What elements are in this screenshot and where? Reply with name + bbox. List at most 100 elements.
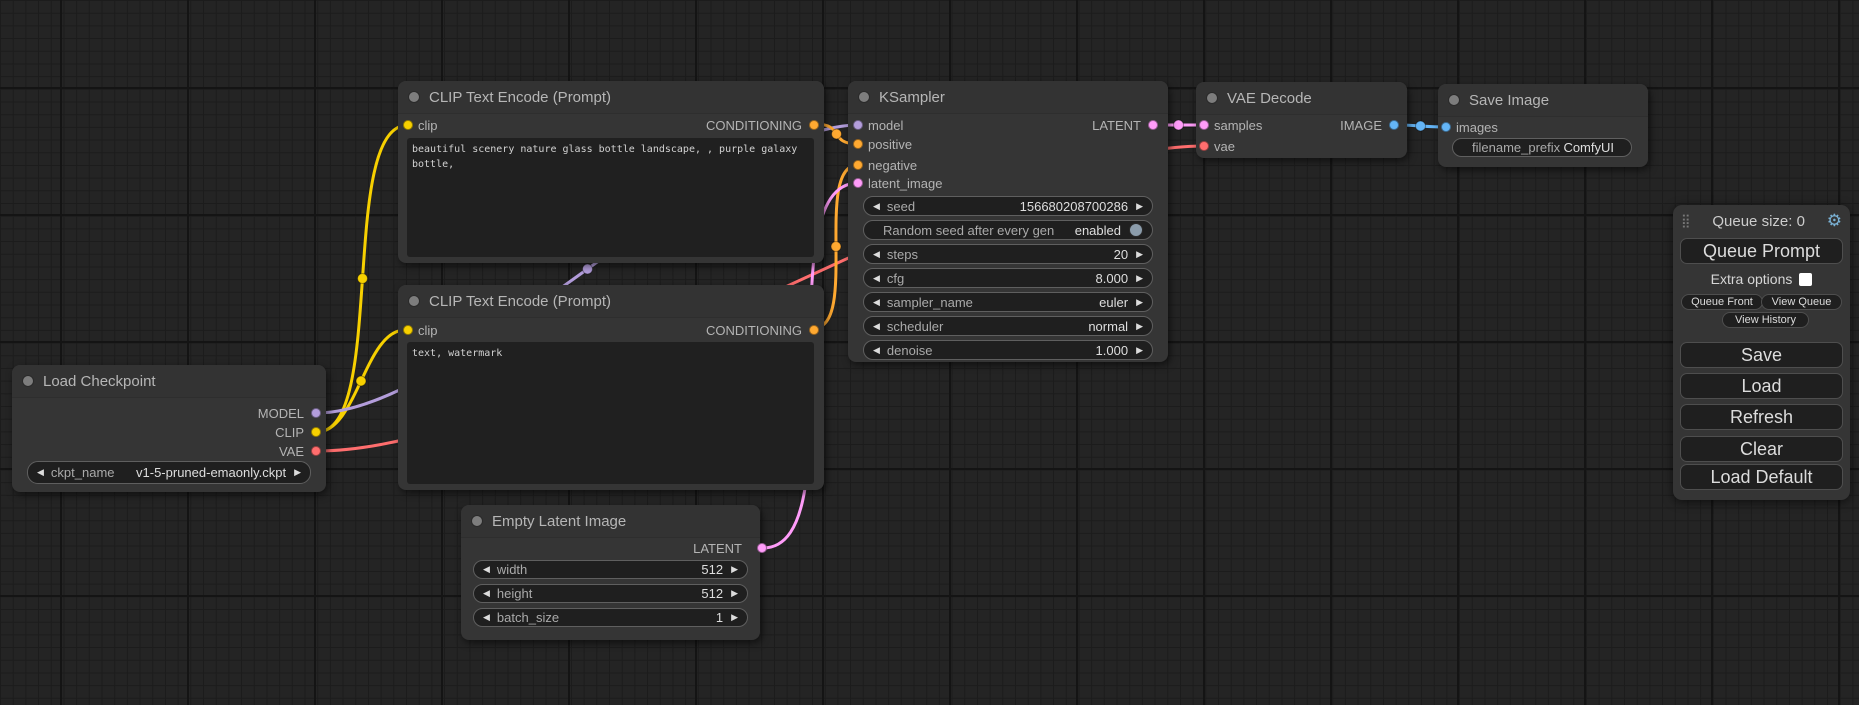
widget-increment-arrow[interactable]: ▶ <box>1136 344 1143 355</box>
seed-widget[interactable]: ◀ seed 156680208700286 ▶ <box>863 196 1153 216</box>
ckpt-name-widget[interactable]: ◀ ckpt_name v1-5-pruned-emaonly.ckpt ▶ <box>27 461 311 484</box>
batch-size-widget[interactable]: ◀ batch_size 1 ▶ <box>473 608 748 627</box>
widget-increment-arrow[interactable]: ▶ <box>731 564 738 574</box>
node-load-checkpoint[interactable]: Load Checkpoint MODEL CLIP VAE ◀ ckpt_na… <box>12 365 326 492</box>
input-slot-latent-image: latent_image <box>848 175 942 191</box>
toggle-dot-icon[interactable] <box>1129 223 1143 237</box>
input-port-clip[interactable] <box>403 120 413 130</box>
output-label: LATENT <box>693 540 742 556</box>
widget-decrement-arrow[interactable]: ◀ <box>483 588 490 598</box>
link-midpoint-dot <box>582 263 593 275</box>
node-empty-latent-image[interactable]: Empty Latent Image LATENT ◀ width 512 ▶ … <box>461 505 767 640</box>
widget-decrement-arrow[interactable]: ◀ <box>483 564 490 574</box>
output-label: IMAGE <box>1340 117 1382 133</box>
node-clip-text-encode-positive[interactable]: CLIP Text Encode (Prompt) clip CONDITION… <box>398 81 824 263</box>
clear-button[interactable]: Clear <box>1680 436 1843 462</box>
drag-handle-icon[interactable]: ⣿ <box>1681 213 1691 228</box>
output-slot-model: MODEL <box>12 405 326 421</box>
negative-prompt-textarea[interactable]: text, watermark <box>407 342 814 484</box>
widget-increment-arrow[interactable]: ▶ <box>1136 296 1143 307</box>
widget-value: euler <box>1099 294 1129 310</box>
view-queue-button[interactable]: View Queue <box>1761 294 1842 310</box>
node-title-bar[interactable]: CLIP Text Encode (Prompt) <box>398 285 824 318</box>
steps-widget[interactable]: ◀ steps 20 ▶ <box>863 244 1153 264</box>
height-widget[interactable]: ◀ height 512 ▶ <box>473 584 748 603</box>
output-port-image[interactable] <box>1389 120 1399 130</box>
sampler-name-widget[interactable]: ◀ sampler_name euler ▶ <box>863 292 1153 312</box>
widget-increment-arrow[interactable]: ▶ <box>1136 320 1143 331</box>
node-title-bar[interactable]: Empty Latent Image <box>461 505 760 538</box>
node-save-image[interactable]: Save Image images filename_prefix ComfyU… <box>1438 84 1648 167</box>
queue-front-button[interactable]: Queue Front <box>1681 294 1763 310</box>
comfy-menu-panel[interactable]: ⣿ Queue size: 0 ⚙ Queue Prompt Extra opt… <box>1673 205 1850 500</box>
load-default-button[interactable]: Load Default <box>1680 464 1843 490</box>
input-slot-positive: positive <box>848 136 912 152</box>
node-ksampler[interactable]: KSampler model positive negative latent_… <box>848 81 1168 362</box>
output-port-conditioning[interactable] <box>809 325 819 335</box>
widget-increment-arrow[interactable]: ▶ <box>294 467 301 477</box>
widget-label: height <box>496 586 533 601</box>
output-port-vae[interactable] <box>311 446 321 456</box>
widget-label: scheduler <box>886 318 944 334</box>
view-history-button[interactable]: View History <box>1722 312 1809 328</box>
output-slot-image: IMAGE <box>1196 117 1407 133</box>
input-port-model[interactable] <box>853 120 863 130</box>
input-port-samples[interactable] <box>1199 120 1209 130</box>
queue-prompt-button[interactable]: Queue Prompt <box>1680 238 1843 264</box>
node-title-bar[interactable]: CLIP Text Encode (Prompt) <box>398 81 824 114</box>
widget-decrement-arrow[interactable]: ◀ <box>873 272 880 283</box>
widget-increment-arrow[interactable]: ▶ <box>1136 200 1143 211</box>
node-title-bar[interactable]: Save Image <box>1438 84 1648 117</box>
input-port-latent-image[interactable] <box>853 178 863 188</box>
extra-options-checkbox[interactable] <box>1799 272 1813 286</box>
input-port-negative[interactable] <box>853 160 863 170</box>
widget-increment-arrow[interactable]: ▶ <box>731 588 738 598</box>
node-status-dot-icon <box>408 295 420 307</box>
widget-decrement-arrow[interactable]: ◀ <box>873 296 880 307</box>
denoise-widget[interactable]: ◀ denoise 1.000 ▶ <box>863 340 1153 360</box>
settings-gear-icon[interactable]: ⚙ <box>1826 211 1842 230</box>
output-port-model[interactable] <box>311 408 321 418</box>
save-button[interactable]: Save <box>1680 342 1843 368</box>
widget-decrement-arrow[interactable]: ◀ <box>873 248 880 259</box>
node-title-bar[interactable]: Load Checkpoint <box>12 365 326 398</box>
widget-decrement-arrow[interactable]: ◀ <box>37 467 44 477</box>
node-title-bar[interactable]: KSampler <box>848 81 1168 114</box>
width-widget[interactable]: ◀ width 512 ▶ <box>473 560 748 579</box>
widget-decrement-arrow[interactable]: ◀ <box>483 612 490 622</box>
output-slot-latent: LATENT <box>848 117 1168 133</box>
widget-decrement-arrow[interactable]: ◀ <box>873 320 880 331</box>
input-port-images[interactable] <box>1441 122 1451 132</box>
node-title: CLIP Text Encode (Prompt) <box>429 292 612 310</box>
output-port-conditioning[interactable] <box>809 120 819 130</box>
positive-prompt-textarea[interactable]: beautiful scenery nature glass bottle la… <box>407 138 814 257</box>
widget-value: 1 <box>715 610 724 625</box>
cfg-widget[interactable]: ◀ cfg 8.000 ▶ <box>863 268 1153 288</box>
widget-decrement-arrow[interactable]: ◀ <box>873 344 880 355</box>
input-label: negative <box>868 157 918 173</box>
input-label: model <box>868 117 904 133</box>
node-title-bar[interactable]: VAE Decode <box>1196 82 1407 115</box>
refresh-button[interactable]: Refresh <box>1680 404 1843 430</box>
load-button[interactable]: Load <box>1680 373 1843 399</box>
widget-increment-arrow[interactable]: ▶ <box>1136 248 1143 259</box>
output-port-clip[interactable] <box>311 427 321 437</box>
input-port-positive[interactable] <box>853 139 863 149</box>
output-port-latent[interactable] <box>757 543 767 553</box>
widget-value: 1.000 <box>1095 342 1129 358</box>
widget-decrement-arrow[interactable]: ◀ <box>873 200 880 211</box>
widget-increment-arrow[interactable]: ▶ <box>1136 272 1143 283</box>
node-title: Load Checkpoint <box>43 372 156 390</box>
random-seed-widget[interactable]: Random seed after every gen enabled <box>863 220 1153 240</box>
filename-prefix-widget[interactable]: filename_prefix ComfyUI <box>1452 138 1632 157</box>
input-port-vae[interactable] <box>1199 141 1209 151</box>
scheduler-widget[interactable]: ◀ scheduler normal ▶ <box>863 316 1153 336</box>
node-clip-text-encode-negative[interactable]: CLIP Text Encode (Prompt) clip CONDITION… <box>398 285 824 490</box>
node-vae-decode[interactable]: VAE Decode samples vae IMAGE <box>1196 82 1407 158</box>
output-port-latent[interactable] <box>1148 120 1158 130</box>
node-status-dot-icon <box>408 91 420 103</box>
widget-label: filename_prefix <box>1472 140 1561 155</box>
input-port-clip[interactable] <box>403 325 413 335</box>
widget-increment-arrow[interactable]: ▶ <box>731 612 738 622</box>
